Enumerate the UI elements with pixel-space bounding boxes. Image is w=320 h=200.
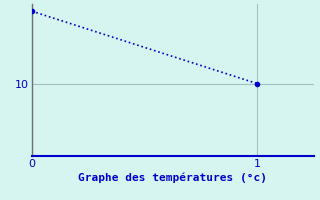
X-axis label: Graphe des températures (°c): Graphe des températures (°c): [78, 173, 267, 183]
